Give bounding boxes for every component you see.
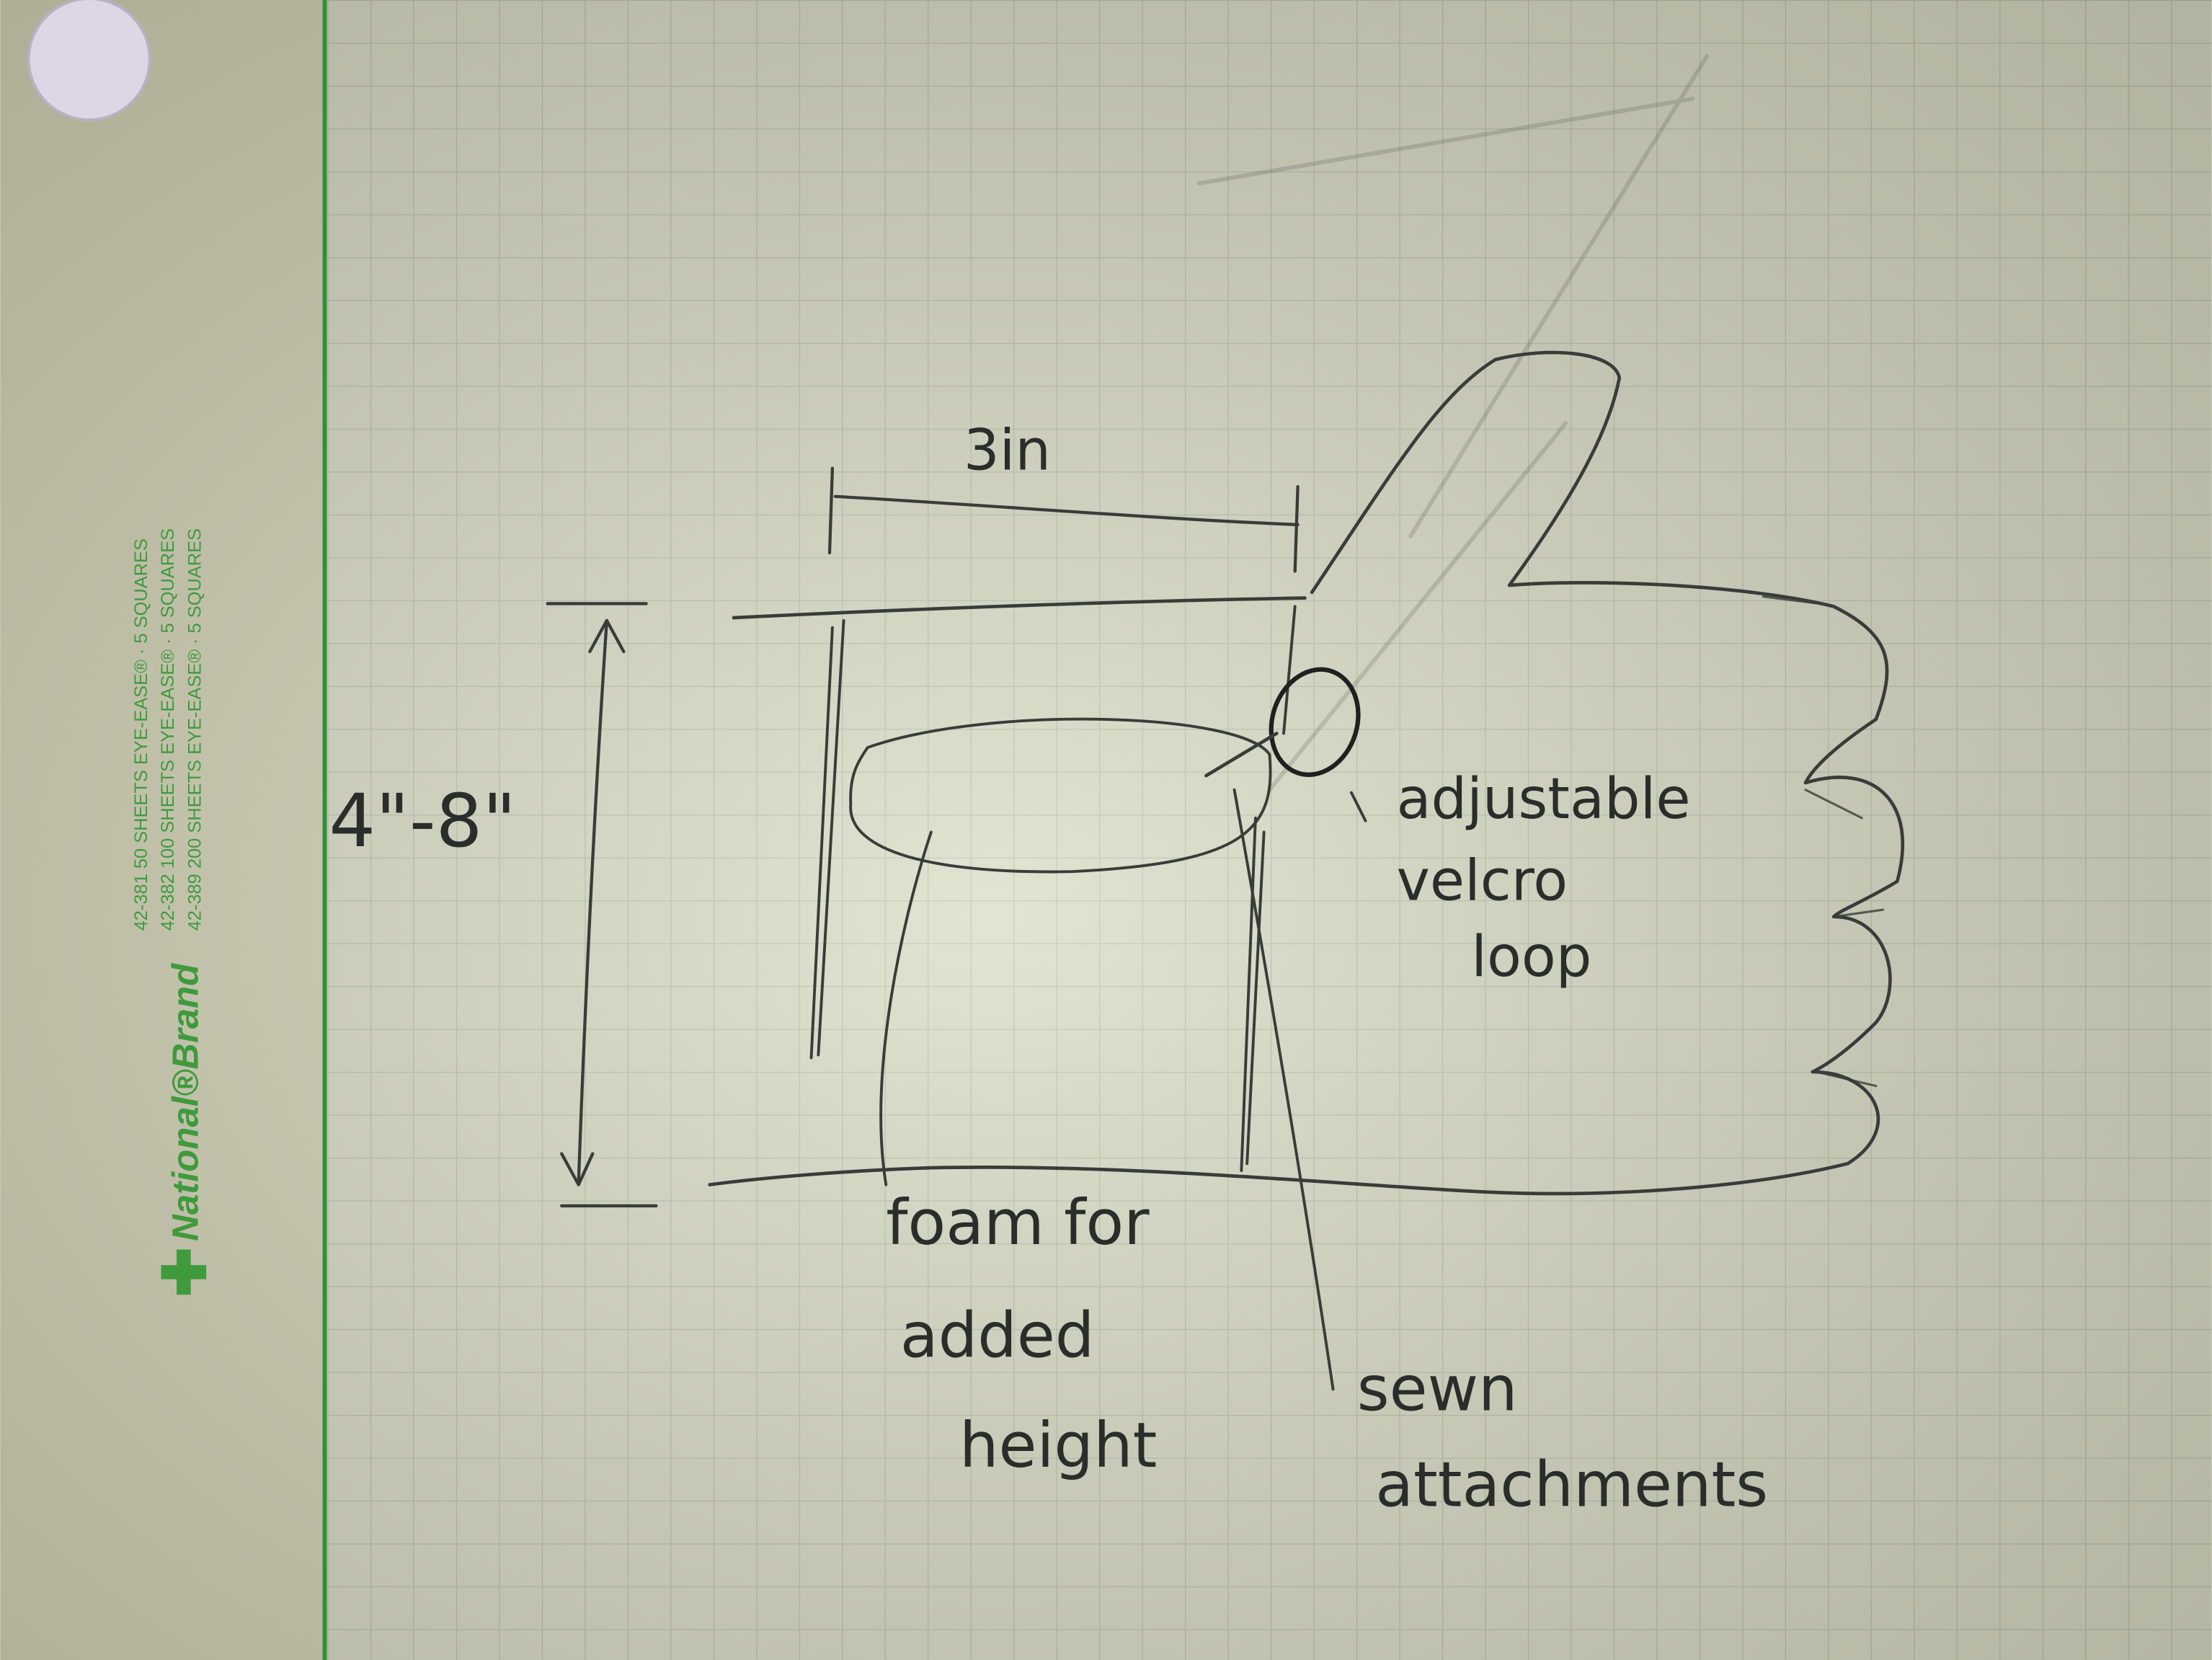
foam-label: foam for added height — [886, 1187, 1157, 1482]
sewn-label: sewn attachments — [1357, 1354, 1768, 1522]
sewn-label-line-1: sewn — [1357, 1354, 1518, 1426]
brand-logo: National®Brand — [164, 963, 205, 1241]
loop-leader-tick — [1350, 791, 1367, 822]
loop-label-line-3: loop — [1471, 924, 1591, 990]
brand-cross-icon — [161, 1249, 207, 1295]
margin-print-line-1: 42-381 50 SHEETS EYE-EASE® · 5 SQUARES — [131, 538, 151, 931]
sewn-label-line-2: attachments — [1375, 1450, 1768, 1522]
margin-print-line-2: 42-382 100 SHEETS EYE-EASE® · 5 SQUARES — [158, 528, 178, 931]
loop-label-line-1: adjustable — [1397, 766, 1691, 832]
faint-background-stroke — [1196, 54, 1709, 792]
height-label: 4"-8" — [329, 778, 516, 864]
width-dimension: 3in — [827, 418, 1300, 573]
loop-label: adjustable velcro loop — [1397, 766, 1691, 990]
thumbs-up-outline — [708, 350, 1905, 1196]
foam-label-line-3: height — [959, 1410, 1157, 1482]
velcro-loop-strap — [1204, 732, 1279, 778]
band-left-edge — [809, 618, 845, 1060]
sewn-leader-line — [1232, 788, 1335, 1391]
brand-text: National®Brand — [164, 963, 205, 1241]
foam-leader-line — [879, 830, 933, 1186]
foam-label-line-2: added — [900, 1300, 1095, 1372]
width-label: 3in — [964, 418, 1051, 484]
foam-oval — [849, 717, 1272, 874]
knuckle-lines — [1762, 595, 1885, 1088]
hole-punch — [27, 0, 151, 122]
band-right-edge — [1240, 605, 1297, 1172]
band-top-edge — [732, 596, 1307, 620]
margin-print-line-3: 42-389 200 SHEETS EYE-EASE® · 5 SQUARES — [185, 528, 205, 931]
height-dimension: 4"-8" — [329, 602, 658, 1208]
loop-label-line-2: velcro — [1397, 848, 1568, 913]
foam-label-line-1: foam for — [886, 1187, 1150, 1259]
margin-print: 42-381 50 SHEETS EYE-EASE® · 5 SQUARES 4… — [131, 528, 205, 931]
velcro-loop — [1269, 667, 1361, 777]
